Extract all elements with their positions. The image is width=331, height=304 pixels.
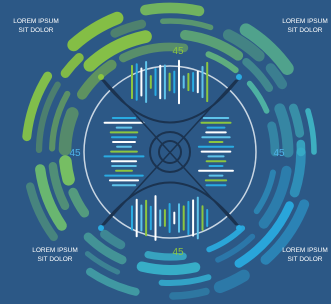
corner-label: LOREM IPSUM bbox=[32, 247, 78, 254]
corner-label: SIT DOLOR bbox=[288, 27, 323, 34]
dot bbox=[98, 74, 104, 80]
corner-label: SIT DOLOR bbox=[38, 256, 73, 263]
value-label: 45 bbox=[69, 148, 81, 159]
ring-segment bbox=[65, 162, 68, 180]
corner-label: LOREM IPSUM bbox=[13, 18, 59, 25]
dot bbox=[236, 74, 242, 80]
corner-label: SIT DOLOR bbox=[19, 27, 54, 34]
ring-segment bbox=[145, 8, 199, 11]
ring-segment bbox=[65, 114, 72, 150]
corner-label: LOREM IPSUM bbox=[282, 247, 328, 254]
dot bbox=[236, 225, 242, 231]
corner-label: LOREM IPSUM bbox=[282, 18, 328, 25]
page: 45 45 45 45 LOREM IPSUM SIT DOLOR LOREM … bbox=[0, 0, 331, 304]
corner-label: SIT DOLOR bbox=[288, 256, 323, 263]
value-label: 45 bbox=[172, 247, 184, 258]
value-label: 45 bbox=[172, 46, 184, 57]
ring-segment bbox=[142, 267, 195, 270]
infographic: 45 45 45 45 LOREM IPSUM SIT DOLOR LOREM … bbox=[0, 0, 331, 304]
dot bbox=[98, 225, 104, 231]
value-label: 45 bbox=[273, 148, 285, 159]
